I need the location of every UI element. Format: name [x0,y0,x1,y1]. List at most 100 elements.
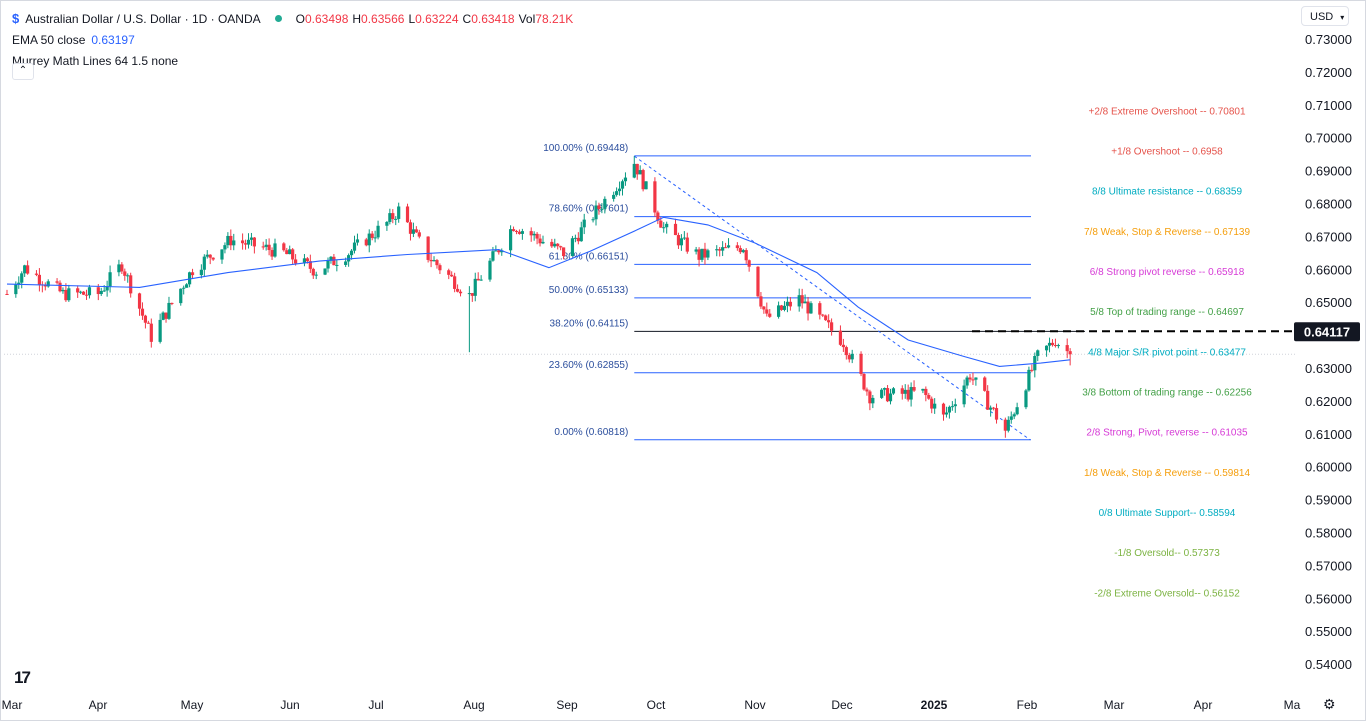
candle-body [912,387,916,391]
candle-body [76,288,80,293]
candle-body [520,231,524,234]
candle-body [64,289,68,301]
candle-body [414,229,418,233]
candle-body [776,305,781,317]
candle-body [364,239,368,246]
candle-body [570,238,575,257]
ema-50-line [6,216,1071,367]
ema-value: 0.63197 [91,32,135,47]
currency-flags-icon: $ [12,10,20,26]
murrey-line-label: 2/8 Strong, Pivot, reverse -- 0.61035 [1086,428,1248,439]
candle-body [170,302,174,304]
candle-body [479,279,483,281]
candle-body [562,247,566,257]
candle-body [612,194,616,199]
candle-body [23,265,27,274]
candle-body [989,407,993,410]
candle-body [223,245,227,250]
candle-body [644,181,648,190]
legend-symbol-row[interactable]: $ Australian Dollar / U.S. Dollar · 1D ·… [12,8,577,29]
candle-body [623,177,628,182]
candle-body [809,303,813,314]
candle-body [344,261,348,265]
tradingview-logo[interactable]: 17 [14,668,31,687]
fib-level-label: 100.00% (0.69448) [543,143,628,154]
candle-body [747,260,751,267]
candle-body [438,265,442,271]
price-tick-label: 0.55000 [1305,624,1352,639]
candle-body [779,305,784,310]
currency-button[interactable]: USD ▾ [1301,6,1349,26]
candle-body [615,191,619,195]
candle-body [641,170,645,190]
candle-body [665,223,669,228]
candle-body [99,291,103,295]
candle-body [243,243,248,245]
candle-body [408,222,413,234]
price-tick-label: 0.61000 [1305,427,1352,442]
price-tick-label: 0.54000 [1305,657,1352,672]
candle-body [108,272,112,287]
candle-body [550,241,554,247]
price-tick-label: 0.60000 [1305,460,1352,475]
candle-body [617,188,622,192]
price-tick-label: 0.69000 [1305,164,1352,179]
legend-ema-row[interactable]: EMA 50 close 0.63197 [12,29,577,50]
candle-body [305,258,309,262]
candle-body [179,288,183,304]
candle-body [14,284,18,295]
candle-body [5,293,9,295]
candle-body [718,249,722,251]
candle-body [591,219,595,221]
candle-body [883,388,887,390]
gear-icon[interactable]: ⚙ [1323,696,1336,712]
candle-body [335,264,339,266]
candle-body [314,274,318,276]
ohlc-value-c: 0.63418 [471,11,515,26]
candle-body [635,163,639,175]
price-tick-label: 0.71000 [1305,98,1352,113]
currency-label: USD [1310,11,1334,23]
murrey-line-label: 5/8 Top of trading range -- 0.64697 [1090,307,1244,318]
candle-body [556,243,560,247]
candle-body [818,303,822,315]
candle-body [962,385,966,405]
candle-body [261,246,265,248]
candle-body [241,240,245,244]
legend-murrey-row[interactable]: Murrey Math Lines 64 1.5 none [12,50,577,71]
candle-body [388,213,392,222]
candle-body [620,181,625,189]
candle-body [871,397,875,404]
candle-body [61,289,65,292]
candle-body [662,227,666,229]
fib-level-label: 61.80% (0.66151) [549,251,629,262]
chevron-up-icon[interactable]: ⌃ [12,63,34,80]
time-tick-label: Feb [1017,698,1038,712]
candle-body [741,250,745,253]
time-tick-label: Oct [647,698,666,712]
candle-body [58,282,62,292]
candle-body [868,391,872,404]
price-tick-label: 0.63000 [1305,361,1352,376]
candle-body [514,230,519,232]
candle-body [347,255,351,262]
candle-body [600,208,604,210]
candle-body [906,389,910,400]
candle-body [1047,342,1052,346]
candle-body [84,294,89,296]
candle-body [96,287,100,295]
candle-body [26,265,30,274]
murrey-line-label: +2/8 Extreme Overshoot -- 0.70801 [1088,106,1245,117]
candle-body [838,330,843,345]
candle-body [182,287,186,289]
candle-body [447,270,451,275]
candle-body [762,306,766,310]
candle-body [927,395,931,399]
price-tick-label: 0.62000 [1305,394,1352,409]
candle-body [102,290,106,292]
candle-body [87,287,92,296]
murrey-line-label: 8/8 Ultimate resistance -- 0.68359 [1092,187,1243,198]
candle-body [862,373,866,390]
ohlc-key-l: L [408,11,416,26]
